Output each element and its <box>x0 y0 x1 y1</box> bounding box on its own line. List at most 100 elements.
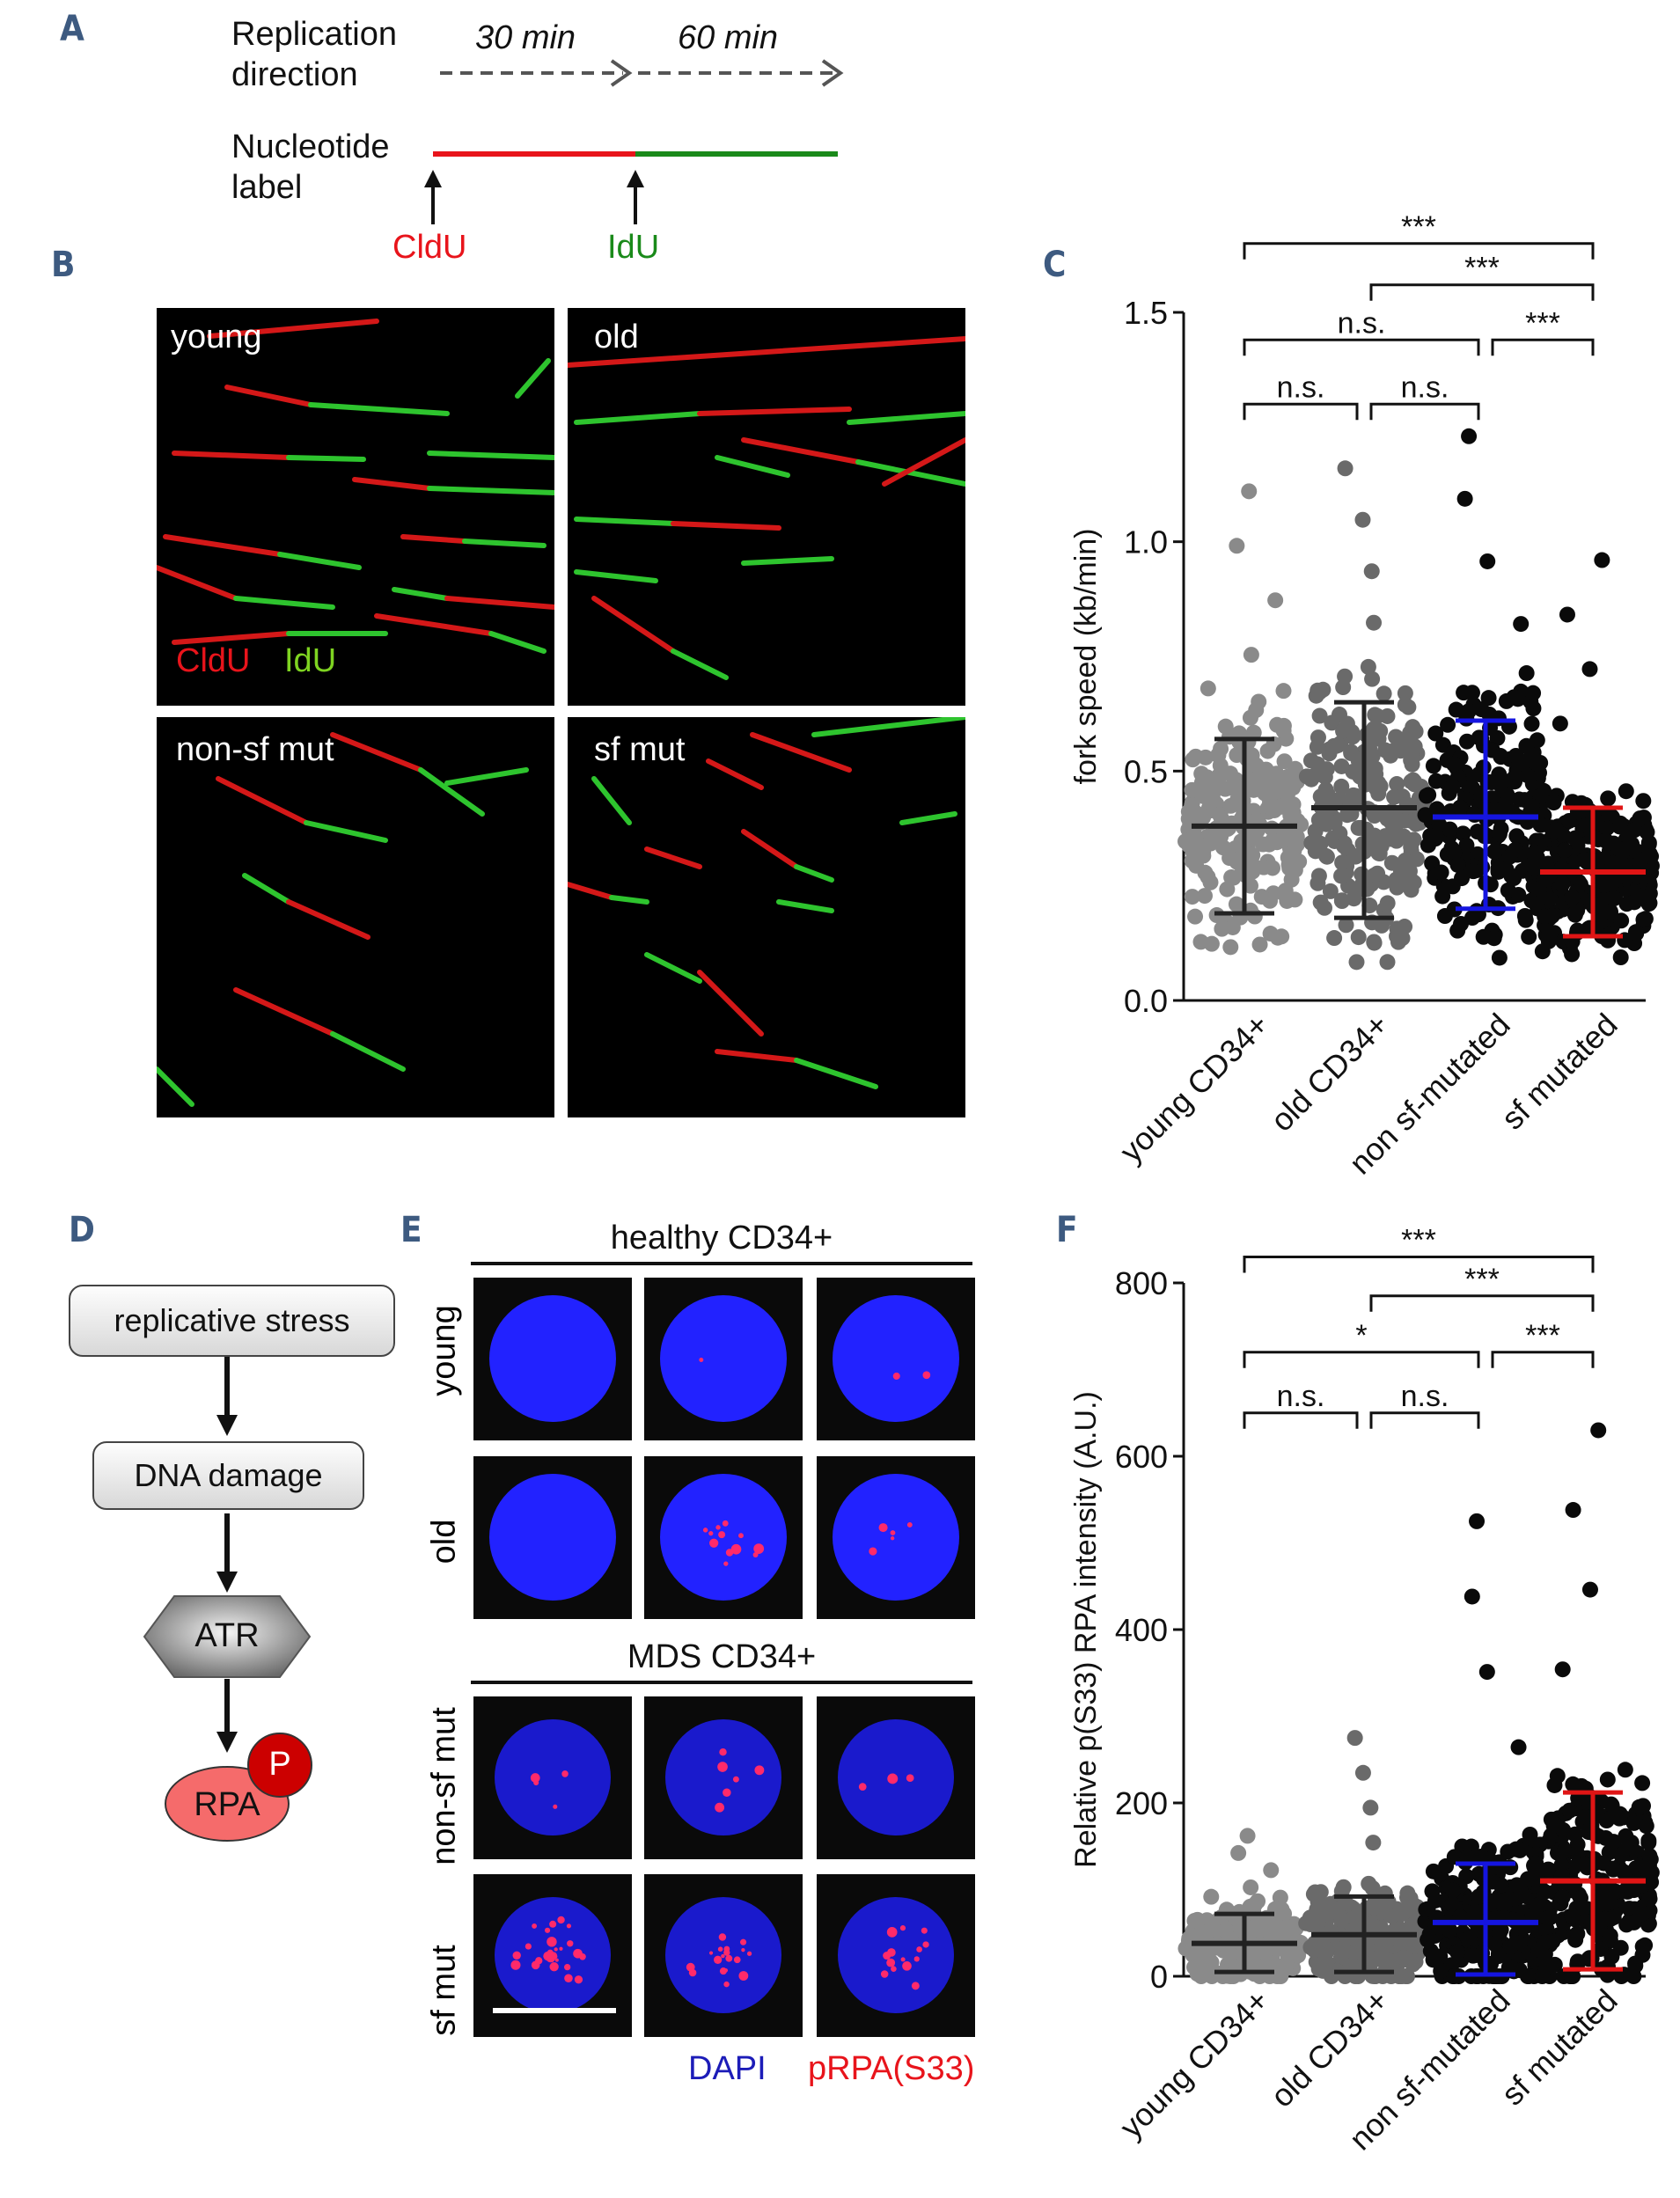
row-label-sf-mut: sf mut <box>425 1945 463 2036</box>
data-point <box>1521 928 1537 945</box>
significance-bracket <box>1491 1351 1595 1368</box>
data-point <box>1458 733 1475 750</box>
data-point <box>1631 1799 1647 1815</box>
data-point <box>1322 883 1339 899</box>
data-point <box>1594 552 1610 568</box>
data-point <box>1427 1892 1444 1909</box>
data-point <box>1333 893 1350 910</box>
data-point <box>1330 736 1346 753</box>
prpa-focus <box>858 1783 867 1791</box>
data-point <box>1578 817 1595 833</box>
prpa-focus <box>718 1933 727 1941</box>
data-point <box>1312 1884 1329 1901</box>
data-point <box>1458 1931 1475 1948</box>
prpa-focus <box>733 1956 741 1964</box>
data-point <box>1564 889 1581 905</box>
prpa-focus <box>723 1788 731 1798</box>
prpa-focus <box>533 1779 539 1786</box>
data-point <box>1544 1933 1561 1950</box>
data-point <box>1392 743 1409 759</box>
data-point <box>1277 1960 1294 1977</box>
data-point <box>1248 702 1265 719</box>
data-point <box>1637 911 1654 927</box>
fiber-image-old: old <box>568 308 965 706</box>
scale-bar <box>493 2008 616 2013</box>
data-point <box>1473 701 1490 718</box>
data-point <box>1491 949 1508 966</box>
cldu-label: CldU <box>392 229 467 266</box>
data-point <box>1310 868 1327 884</box>
data-point <box>1486 843 1503 860</box>
data-point <box>1508 828 1525 845</box>
prpa-focus <box>899 1925 906 1931</box>
data-point <box>1534 1968 1551 1984</box>
prpa-focus <box>921 1927 928 1934</box>
data-point <box>1214 1909 1230 1925</box>
data-point <box>1448 701 1464 718</box>
fiber-label-non-sf-mut: non-sf mut <box>176 731 334 768</box>
prpa-focus <box>880 1970 889 1978</box>
prpa-focus <box>554 1958 559 1962</box>
nucleus-image <box>644 1456 803 1619</box>
data-point <box>1273 798 1290 815</box>
data-point <box>1576 852 1593 868</box>
prpa-focus <box>900 1957 906 1962</box>
data-point <box>1244 831 1261 847</box>
significance-label: n.s. <box>1277 370 1325 404</box>
data-point <box>1199 680 1216 697</box>
data-point <box>1563 1968 1580 1984</box>
data-point <box>1540 855 1557 872</box>
healthy-header: healthy CD34+ <box>610 1220 833 1257</box>
category-label: old CD34+ <box>1264 1007 1396 1139</box>
prpa-focus <box>892 1372 900 1380</box>
dapi-nucleus <box>660 1295 787 1422</box>
data-point <box>1336 838 1353 854</box>
prpa-focus <box>891 1966 897 1972</box>
y-tick-label: 0.5 <box>1124 753 1168 789</box>
fiber-legend-cldu: CldU <box>176 642 251 679</box>
prpa-focus <box>922 1941 929 1948</box>
data-point <box>1177 833 1193 850</box>
prpa-focus <box>699 1358 704 1362</box>
data-point <box>1196 888 1213 905</box>
idu-label: IdU <box>607 229 660 266</box>
data-point <box>1397 685 1413 701</box>
prpa-focus <box>549 1920 557 1928</box>
data-point <box>1184 889 1200 905</box>
prpa-focus <box>746 1951 752 1956</box>
data-point <box>1334 854 1351 871</box>
data-point <box>1545 824 1562 840</box>
data-point <box>1556 1843 1573 1859</box>
rpa-text: RPA <box>194 1786 260 1823</box>
data-point <box>1544 907 1560 924</box>
data-point <box>1599 1771 1616 1788</box>
data-point <box>1537 871 1553 888</box>
y-tick-label: 200 <box>1115 1785 1168 1821</box>
prpa-focus <box>718 1531 726 1539</box>
data-point <box>1262 892 1279 909</box>
prpa-focus <box>708 1951 714 1955</box>
data-point <box>1632 810 1648 827</box>
prpa-focus <box>532 1923 538 1929</box>
data-point <box>1193 785 1210 802</box>
data-point <box>1617 1762 1633 1778</box>
data-point <box>1508 1877 1525 1894</box>
dapi-nucleus <box>833 1295 959 1422</box>
data-point <box>1402 725 1419 742</box>
data-point <box>1608 871 1625 888</box>
data-point <box>1427 725 1444 742</box>
prpa-focus <box>574 1975 583 1984</box>
fiber-image-young: young CldU IdU <box>157 308 554 706</box>
dna-damage-text: DNA damage <box>134 1457 323 1493</box>
prpa-focus <box>887 1948 896 1957</box>
data-point <box>1230 1844 1247 1861</box>
data-point <box>1346 890 1362 907</box>
data-point <box>1243 647 1259 663</box>
replicative-stress-box: replicative stress <box>69 1285 395 1357</box>
data-point <box>1480 690 1497 707</box>
data-point <box>1640 836 1657 853</box>
data-point <box>1528 1855 1544 1872</box>
prpa-focus <box>721 1953 725 1959</box>
prpa-focus <box>922 1371 931 1380</box>
healthy-divider <box>471 1262 972 1265</box>
